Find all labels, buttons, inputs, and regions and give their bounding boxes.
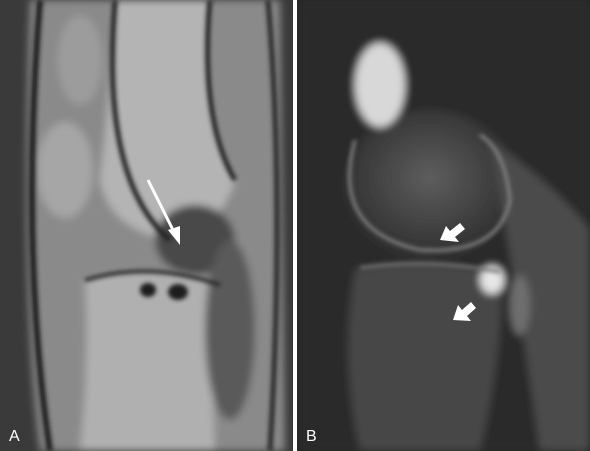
panel-a: A [0, 0, 293, 451]
arrow [440, 223, 465, 242]
cortex-lines [348, 133, 512, 274]
arrow [146, 179, 180, 245]
arrow [453, 302, 476, 321]
panel-label: A [9, 428, 20, 445]
panel-label: B [306, 428, 317, 445]
cortex-lines [29, 0, 280, 451]
mri-anatomy [297, 0, 590, 451]
panel-b: B [297, 0, 590, 451]
